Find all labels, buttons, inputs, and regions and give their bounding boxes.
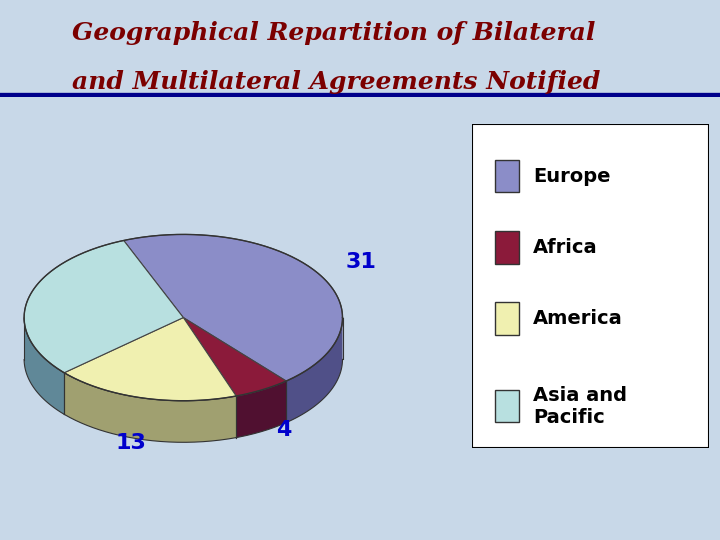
Text: 31: 31: [346, 252, 377, 272]
Polygon shape: [124, 234, 343, 381]
Text: Geographical Repartition of Bilateral: Geographical Repartition of Bilateral: [72, 22, 595, 45]
Text: and Multilateral Agreements Notified: and Multilateral Agreements Notified: [72, 70, 600, 94]
Text: Europe: Europe: [534, 166, 611, 186]
Text: 21: 21: [0, 284, 1, 303]
Text: America: America: [534, 309, 623, 328]
Bar: [495, 160, 519, 192]
Bar: [495, 302, 519, 335]
Polygon shape: [286, 318, 343, 423]
Polygon shape: [24, 240, 184, 373]
Text: Asia and
Pacific: Asia and Pacific: [534, 386, 627, 427]
Polygon shape: [236, 381, 286, 437]
Text: Africa: Africa: [534, 238, 598, 257]
Polygon shape: [24, 318, 64, 414]
Text: 4: 4: [276, 420, 292, 440]
Text: 13: 13: [116, 433, 147, 453]
Polygon shape: [64, 373, 236, 442]
Polygon shape: [64, 318, 236, 401]
Bar: [495, 231, 519, 264]
Polygon shape: [184, 318, 286, 396]
Bar: [495, 390, 519, 422]
